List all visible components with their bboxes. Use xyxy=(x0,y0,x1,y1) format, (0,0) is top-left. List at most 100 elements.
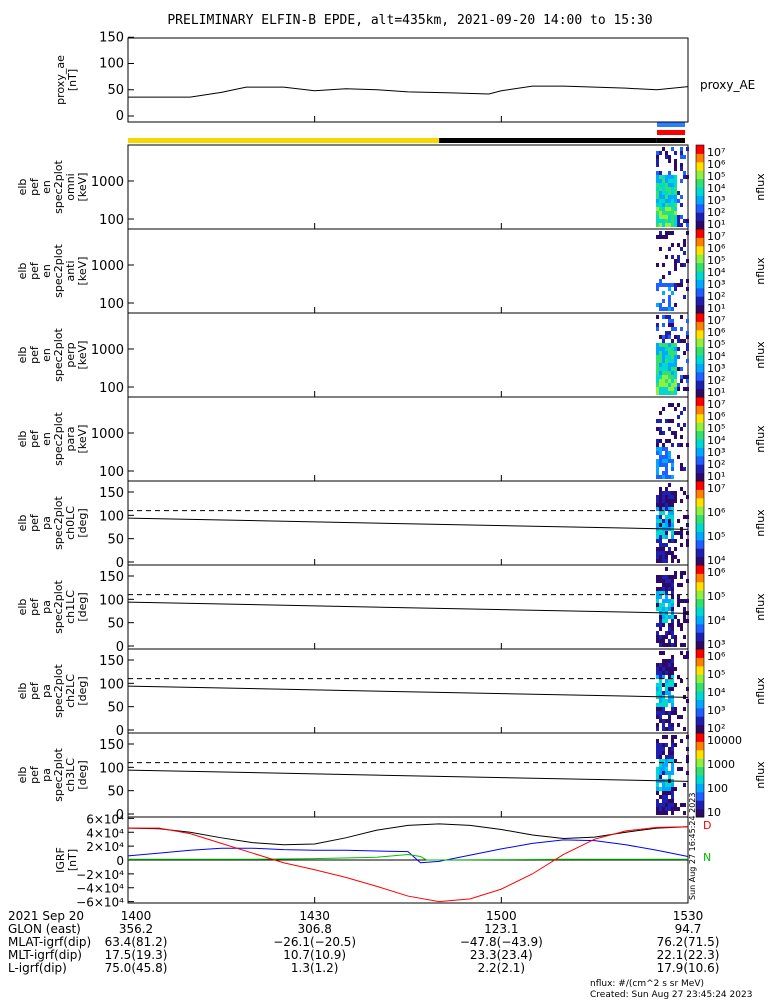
pa-loss-cone-line xyxy=(127,769,689,782)
y-axis-title-9: IGRF [nT] xyxy=(54,847,79,873)
spectrogram-cell xyxy=(659,671,662,675)
spectrogram-cell xyxy=(680,499,683,503)
colorbar-tick-label: 10⁷ xyxy=(707,398,725,411)
y-axis-title-line: [deg] xyxy=(76,676,89,705)
spectrogram-cell xyxy=(662,503,665,507)
spectrogram-cell xyxy=(662,559,665,563)
colorbar-tick-label: 10⁴ xyxy=(707,182,726,195)
spectrogram-cell xyxy=(656,739,659,743)
spectrogram-cell xyxy=(665,439,668,443)
y-tick-label: 100 xyxy=(99,381,124,396)
colorbar-tick-label: 10⁶ xyxy=(707,650,726,663)
spectrogram-cell xyxy=(662,463,665,467)
spectrogram-cell xyxy=(656,595,659,599)
spectrogram-cell xyxy=(671,339,674,343)
spectrogram-cell xyxy=(674,683,677,687)
footer-created: Created: Sun Aug 27 23:45:24 2023 xyxy=(590,990,752,1000)
spectrogram-cell xyxy=(671,495,674,499)
spectrogram-cell xyxy=(665,155,668,159)
spectrogram-cell xyxy=(668,355,671,359)
spectrogram-cell xyxy=(659,151,662,155)
spectrogram-cell xyxy=(656,467,659,471)
spectrogram-cell xyxy=(683,295,686,299)
spectrogram-cell xyxy=(674,283,677,287)
spectrogram-cell xyxy=(671,755,674,759)
colorbar-tick-label: 10⁴ xyxy=(707,434,726,447)
spectrogram-cell xyxy=(656,547,659,551)
spectrogram-cell xyxy=(671,711,674,715)
spectrogram-cell xyxy=(656,711,659,715)
y-axis-title-line: pa xyxy=(40,600,53,614)
y-tick-label: 50 xyxy=(107,533,124,548)
spectrogram-cell xyxy=(668,511,671,515)
y-axis-title-line: en xyxy=(40,348,53,362)
spectrogram-cell xyxy=(680,627,683,631)
y-axis-title-line: elb xyxy=(16,263,29,280)
colorbar-label: nflux xyxy=(754,677,767,705)
spectrogram-cell xyxy=(680,535,683,539)
y-tick-label: −6×10⁴ xyxy=(76,896,124,910)
spectrogram-cell xyxy=(656,495,659,499)
spectrogram-cell xyxy=(662,795,665,799)
spectrogram-cell xyxy=(659,411,662,415)
spectrogram-cell xyxy=(674,207,677,211)
spectrogram-cell xyxy=(659,743,662,747)
spectrogram-cell xyxy=(665,491,668,495)
y-tick-label: 50 xyxy=(107,617,124,632)
spectrogram-cell xyxy=(680,215,683,219)
spectrogram-cell xyxy=(662,387,665,391)
spectrogram-cell xyxy=(680,167,683,171)
spectrogram-cell xyxy=(656,191,659,195)
spectrogram-cell xyxy=(668,491,671,495)
spectrogram-cell xyxy=(665,191,668,195)
spectrogram-cell xyxy=(662,223,665,227)
spectrogram-cell xyxy=(674,363,677,367)
colorbar-segment xyxy=(696,598,704,608)
spectrogram-cell xyxy=(671,787,674,791)
spectrogram-cell xyxy=(662,323,665,327)
colorbar-segment xyxy=(696,321,704,331)
colorbar-segment xyxy=(696,422,704,432)
spectrogram-cell xyxy=(656,723,659,727)
spectrogram-cell xyxy=(659,371,662,375)
y-axis-title-line: spec2plot xyxy=(52,664,65,718)
colorbar-segment xyxy=(696,472,704,482)
spectrogram-cell xyxy=(665,331,668,335)
spectrogram-cell xyxy=(659,231,662,235)
spectrogram-cell xyxy=(665,763,668,767)
spectrogram-cell xyxy=(677,595,680,599)
spectrogram-cell xyxy=(665,595,668,599)
spectrogram-cell xyxy=(659,651,662,655)
spectrogram-cell xyxy=(686,443,689,447)
spectrogram-cell xyxy=(665,315,668,319)
spectrogram-cell xyxy=(680,195,683,199)
spectrogram-cell xyxy=(671,583,674,587)
spectrogram-cell xyxy=(665,487,668,491)
spectrogram-cell xyxy=(659,207,662,211)
spectrogram-cell xyxy=(668,183,671,187)
spectrogram-cell xyxy=(671,687,674,691)
spectrogram-cell xyxy=(662,363,665,367)
spectrogram-cell xyxy=(671,503,674,507)
spectrogram-cell xyxy=(674,163,677,167)
spectrogram-cell xyxy=(662,619,665,623)
spectrogram-cell xyxy=(677,531,680,535)
spectrogram-cell xyxy=(671,551,674,555)
y-tick-label: 0 xyxy=(116,724,124,739)
spectrogram-cell xyxy=(674,571,677,575)
spectrogram-cell xyxy=(668,615,671,619)
spectrogram-cell xyxy=(659,763,662,767)
y-tick-label: 100 xyxy=(99,593,124,608)
spectrogram-cell xyxy=(668,375,671,379)
spectrogram-cell xyxy=(671,383,674,387)
spectrogram-cell xyxy=(668,427,671,431)
spectrogram-cell xyxy=(674,707,677,711)
spectrogram-cell xyxy=(680,163,683,167)
spectrogram-cell xyxy=(671,515,674,519)
spectrogram-cell xyxy=(668,331,671,335)
spectrogram-cell xyxy=(671,147,674,151)
spectrogram-cell xyxy=(662,195,665,199)
spectrogram-cell xyxy=(656,375,659,379)
y-tick-label: 4×10⁴ xyxy=(86,826,124,840)
